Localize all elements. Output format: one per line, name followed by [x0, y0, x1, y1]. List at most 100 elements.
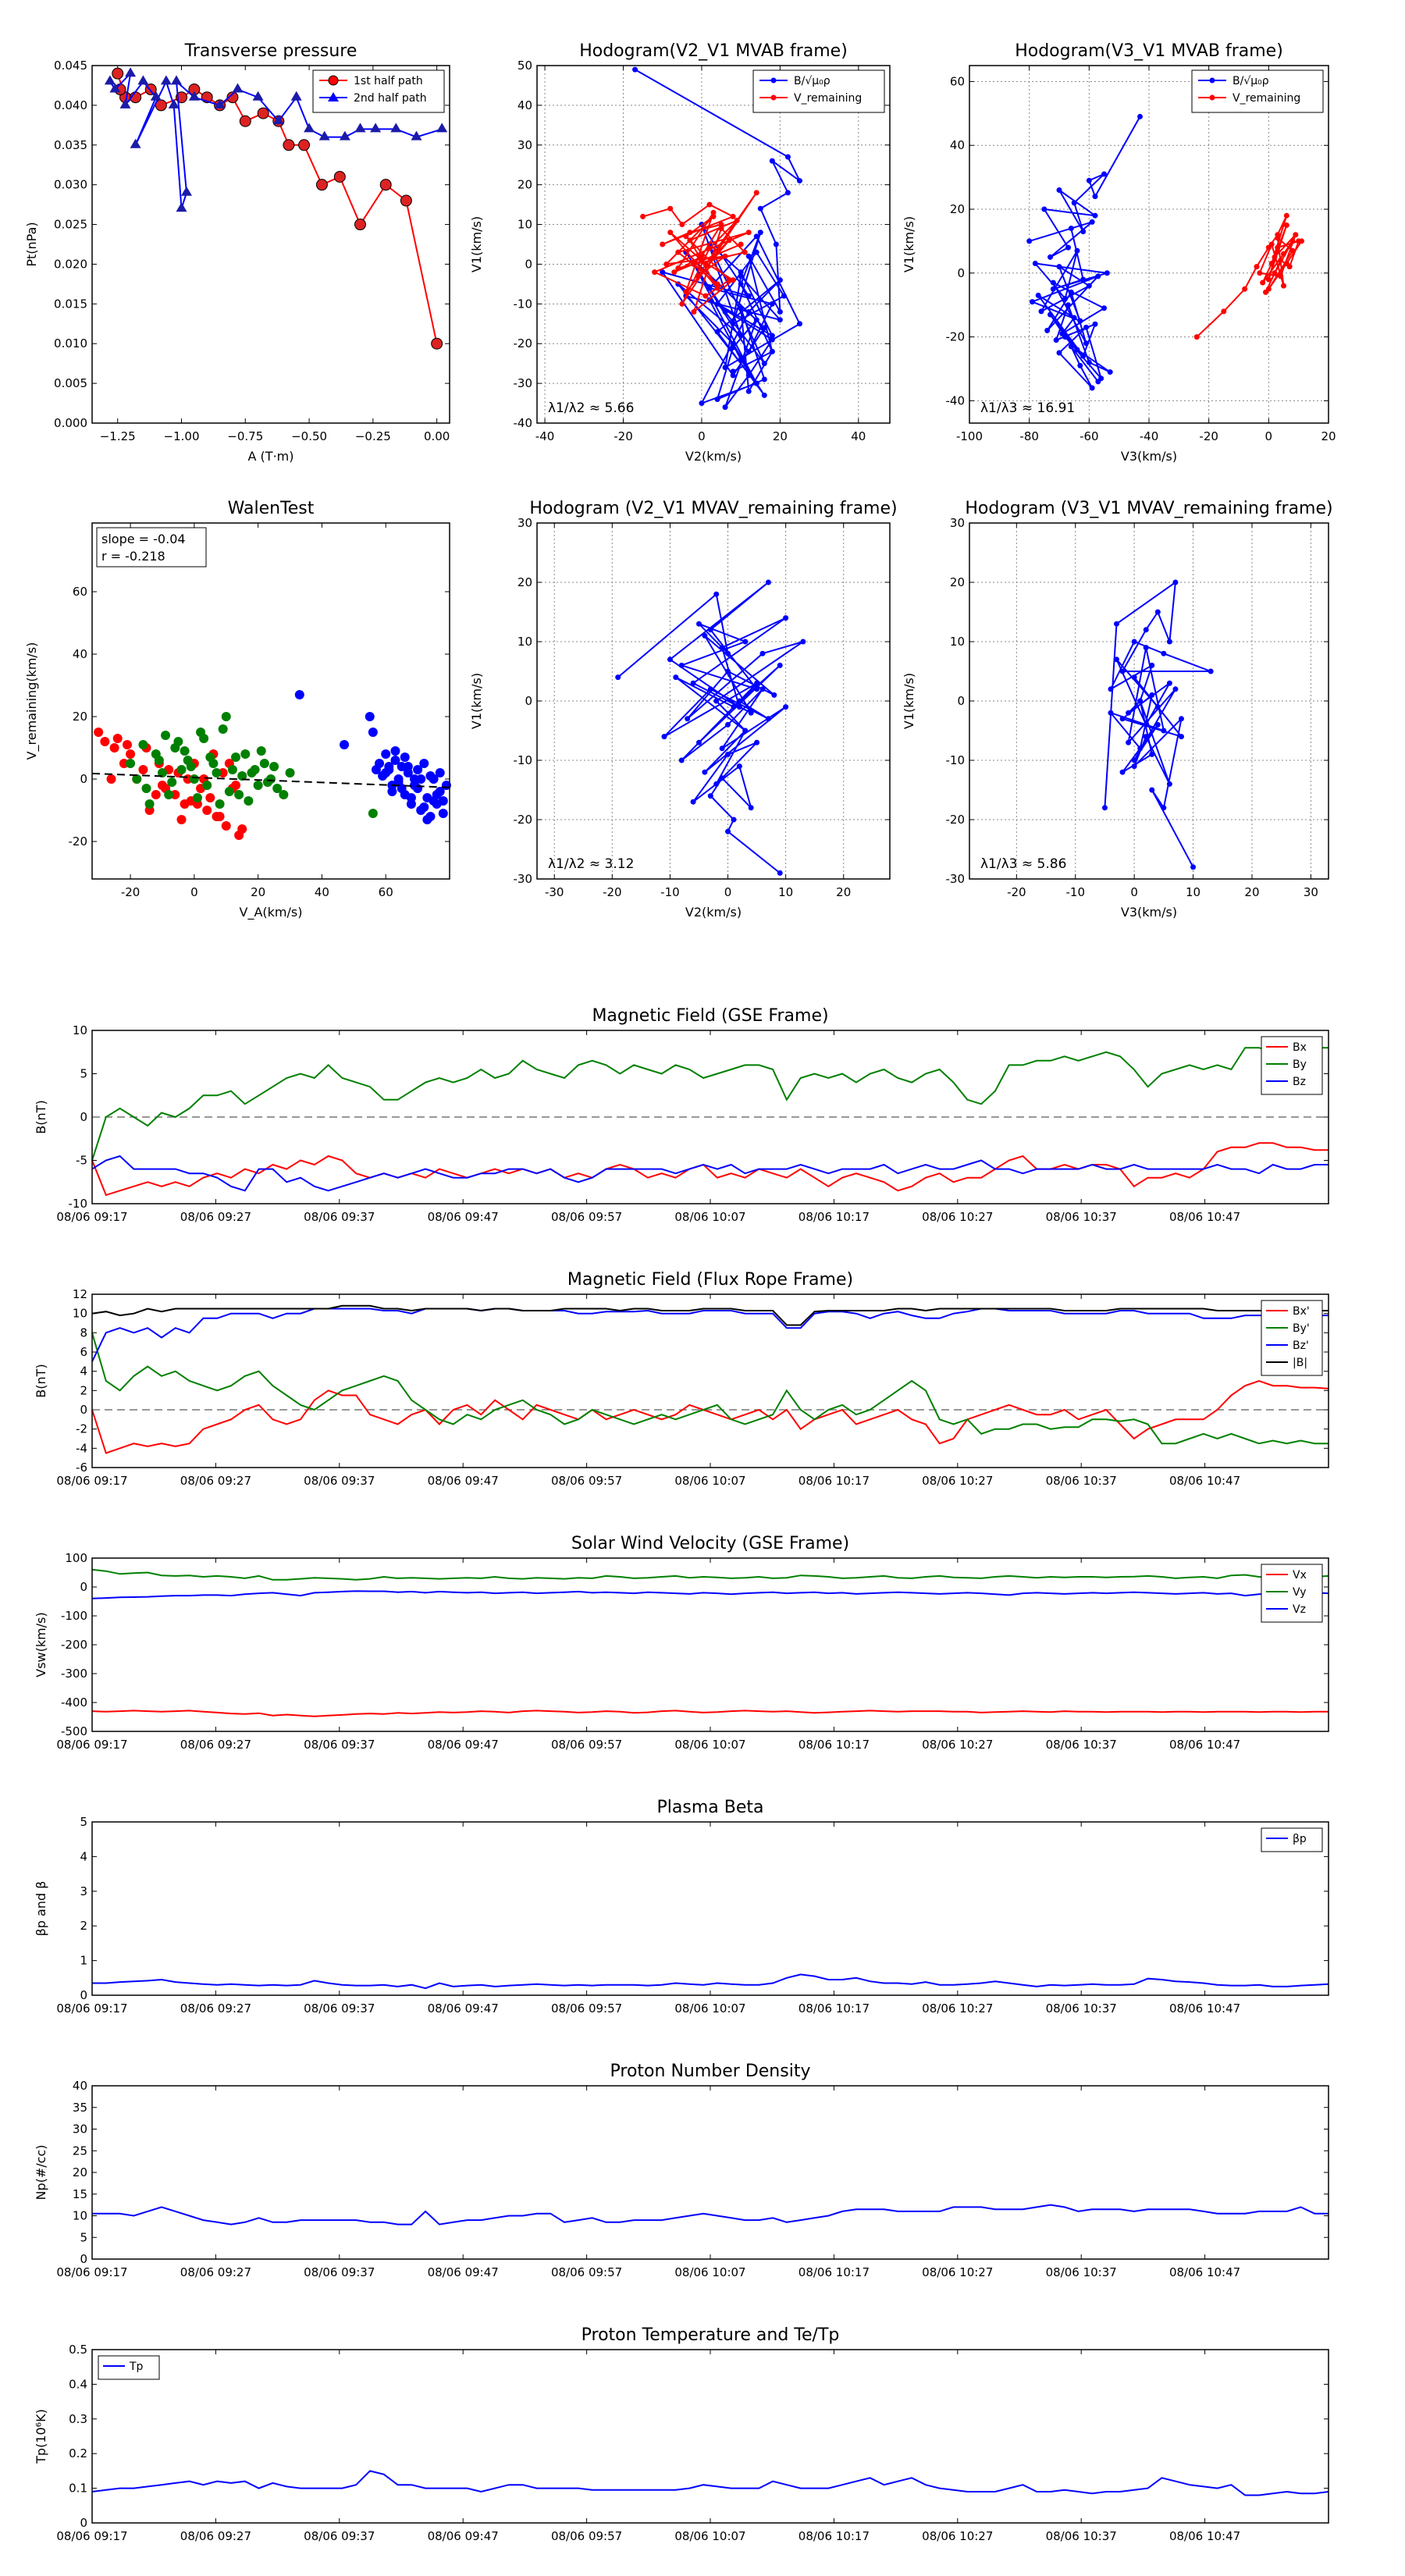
walen-point [390, 756, 400, 765]
y-tick-label: 10 [73, 1023, 87, 1037]
hodogram-point [699, 257, 705, 263]
series-line [91, 1142, 1329, 1197]
walen-point [419, 802, 429, 812]
data-point [436, 123, 448, 133]
walen-point [126, 759, 136, 768]
hodogram-point [675, 265, 681, 272]
hodogram-point [1221, 308, 1227, 315]
x-tick-label: 08/06 10:37 [1046, 2001, 1117, 2016]
hodogram-point [769, 333, 775, 339]
walen-point [202, 806, 212, 815]
hodogram-point [738, 241, 744, 247]
y-axis-label: V1(km/s) [469, 673, 484, 729]
y-tick-label: 0 [957, 266, 965, 280]
hodogram-point [731, 704, 737, 710]
legend-box [98, 2355, 160, 2380]
hodogram-point [1254, 264, 1260, 270]
hodogram-point [1032, 261, 1038, 267]
legend-label: 1st half path [354, 75, 423, 87]
hodogram-point [1056, 350, 1062, 356]
hodogram-point [738, 304, 744, 311]
hodogram-point [615, 674, 621, 681]
x-tick-label: 20 [251, 885, 265, 899]
hodogram-point [761, 392, 767, 398]
series-line [92, 1973, 1329, 1990]
walen-point [390, 746, 400, 756]
x-tick-label: -60 [1080, 429, 1099, 443]
series-line [91, 1710, 1329, 1717]
walen-point [106, 774, 116, 784]
hodogram-point [1092, 212, 1098, 219]
hodogram-point [738, 273, 744, 279]
legend-label: βp [1293, 1833, 1307, 1845]
hodogram-point [1077, 362, 1083, 368]
hodogram-point [754, 739, 760, 745]
hodogram-point [745, 229, 752, 236]
hodogram-point [702, 769, 708, 775]
data-point [104, 75, 116, 85]
y-tick-label: 40 [518, 98, 532, 112]
hodogram-point [1104, 270, 1110, 276]
hodogram-point [1077, 318, 1083, 324]
y-tick-label: 0.035 [54, 138, 87, 152]
x-tick-label: -20 [614, 429, 633, 443]
x-tick-label: 08/06 10:27 [922, 1210, 993, 1224]
plot-border [91, 1557, 1329, 1732]
hodogram-point [719, 775, 725, 781]
hodogram-point [714, 285, 720, 291]
hodogram-point [730, 372, 736, 379]
eigenvalue-ratio: λ1/λ3 ≈ 16.91 [980, 400, 1075, 416]
hodogram-point [753, 380, 759, 386]
hodogram-point [1080, 229, 1087, 235]
x-tick-label: 40 [315, 885, 329, 899]
data-point [160, 75, 172, 85]
hodogram-point [1166, 680, 1172, 686]
hodogram-point [1071, 315, 1077, 321]
legend-label: B/√μ₀ρ [794, 75, 831, 87]
legend-label: Bx [1293, 1041, 1307, 1054]
eigenvalue-ratio: λ1/λ2 ≈ 5.66 [548, 400, 634, 416]
panel-ts_beta: 08/06 09:17 08/06 09:27 08/06 09:37 08/06 0… [34, 1798, 1329, 2016]
hodogram-point [1272, 254, 1278, 260]
y-axis-label: Np(#/cc) [34, 2145, 48, 2201]
x-tick-label: 08/06 10:27 [922, 2265, 993, 2279]
hodogram-point [1065, 302, 1071, 308]
hodogram-point [1166, 639, 1172, 645]
x-tick-label: 08/06 10:07 [674, 1474, 745, 1488]
x-tick-label: 08/06 09:27 [180, 1210, 251, 1224]
hodogram-point [1044, 327, 1051, 333]
y-tick-label: 0.5 [69, 2343, 87, 2357]
hodogram-point [796, 178, 802, 184]
y-tick-label: 10 [518, 218, 532, 232]
hodogram-point [1114, 621, 1120, 627]
hodogram-point [1143, 645, 1149, 651]
legend-box [1261, 1564, 1323, 1623]
hodogram-point [1265, 286, 1272, 292]
x-tick-label: 08/06 10:17 [799, 2001, 870, 2016]
hodogram-point [1048, 254, 1053, 260]
y-tick-label: 0.015 [54, 297, 87, 311]
series-line [91, 1047, 1329, 1161]
hodogram-point [730, 368, 736, 375]
y-tick-label: 12 [73, 1287, 87, 1301]
x-tick-label: -40 [1140, 429, 1159, 443]
data-point [155, 99, 167, 112]
x-tick-label: 0 [1130, 885, 1138, 899]
chart-title: Hodogram (V3_V1 MVAV_remaining frame) [965, 499, 1332, 518]
walen-point [202, 781, 212, 790]
legend-label: Bz [1293, 1076, 1306, 1088]
walen-point [161, 731, 171, 740]
legend-marker [328, 75, 339, 86]
hodogram-point [1143, 721, 1149, 728]
hodogram-point [673, 674, 679, 681]
x-tick-label: 08/06 10:27 [922, 1474, 993, 1488]
walen-point [416, 774, 426, 784]
y-tick-label: 0 [80, 1110, 87, 1124]
walen-point [422, 815, 432, 824]
walen-point [237, 824, 247, 834]
hodogram-point [1107, 369, 1113, 375]
hodogram-point [1030, 299, 1035, 305]
hodogram-point [640, 213, 646, 219]
hodogram-point [1268, 241, 1275, 247]
y-tick-label: 20 [518, 575, 532, 589]
